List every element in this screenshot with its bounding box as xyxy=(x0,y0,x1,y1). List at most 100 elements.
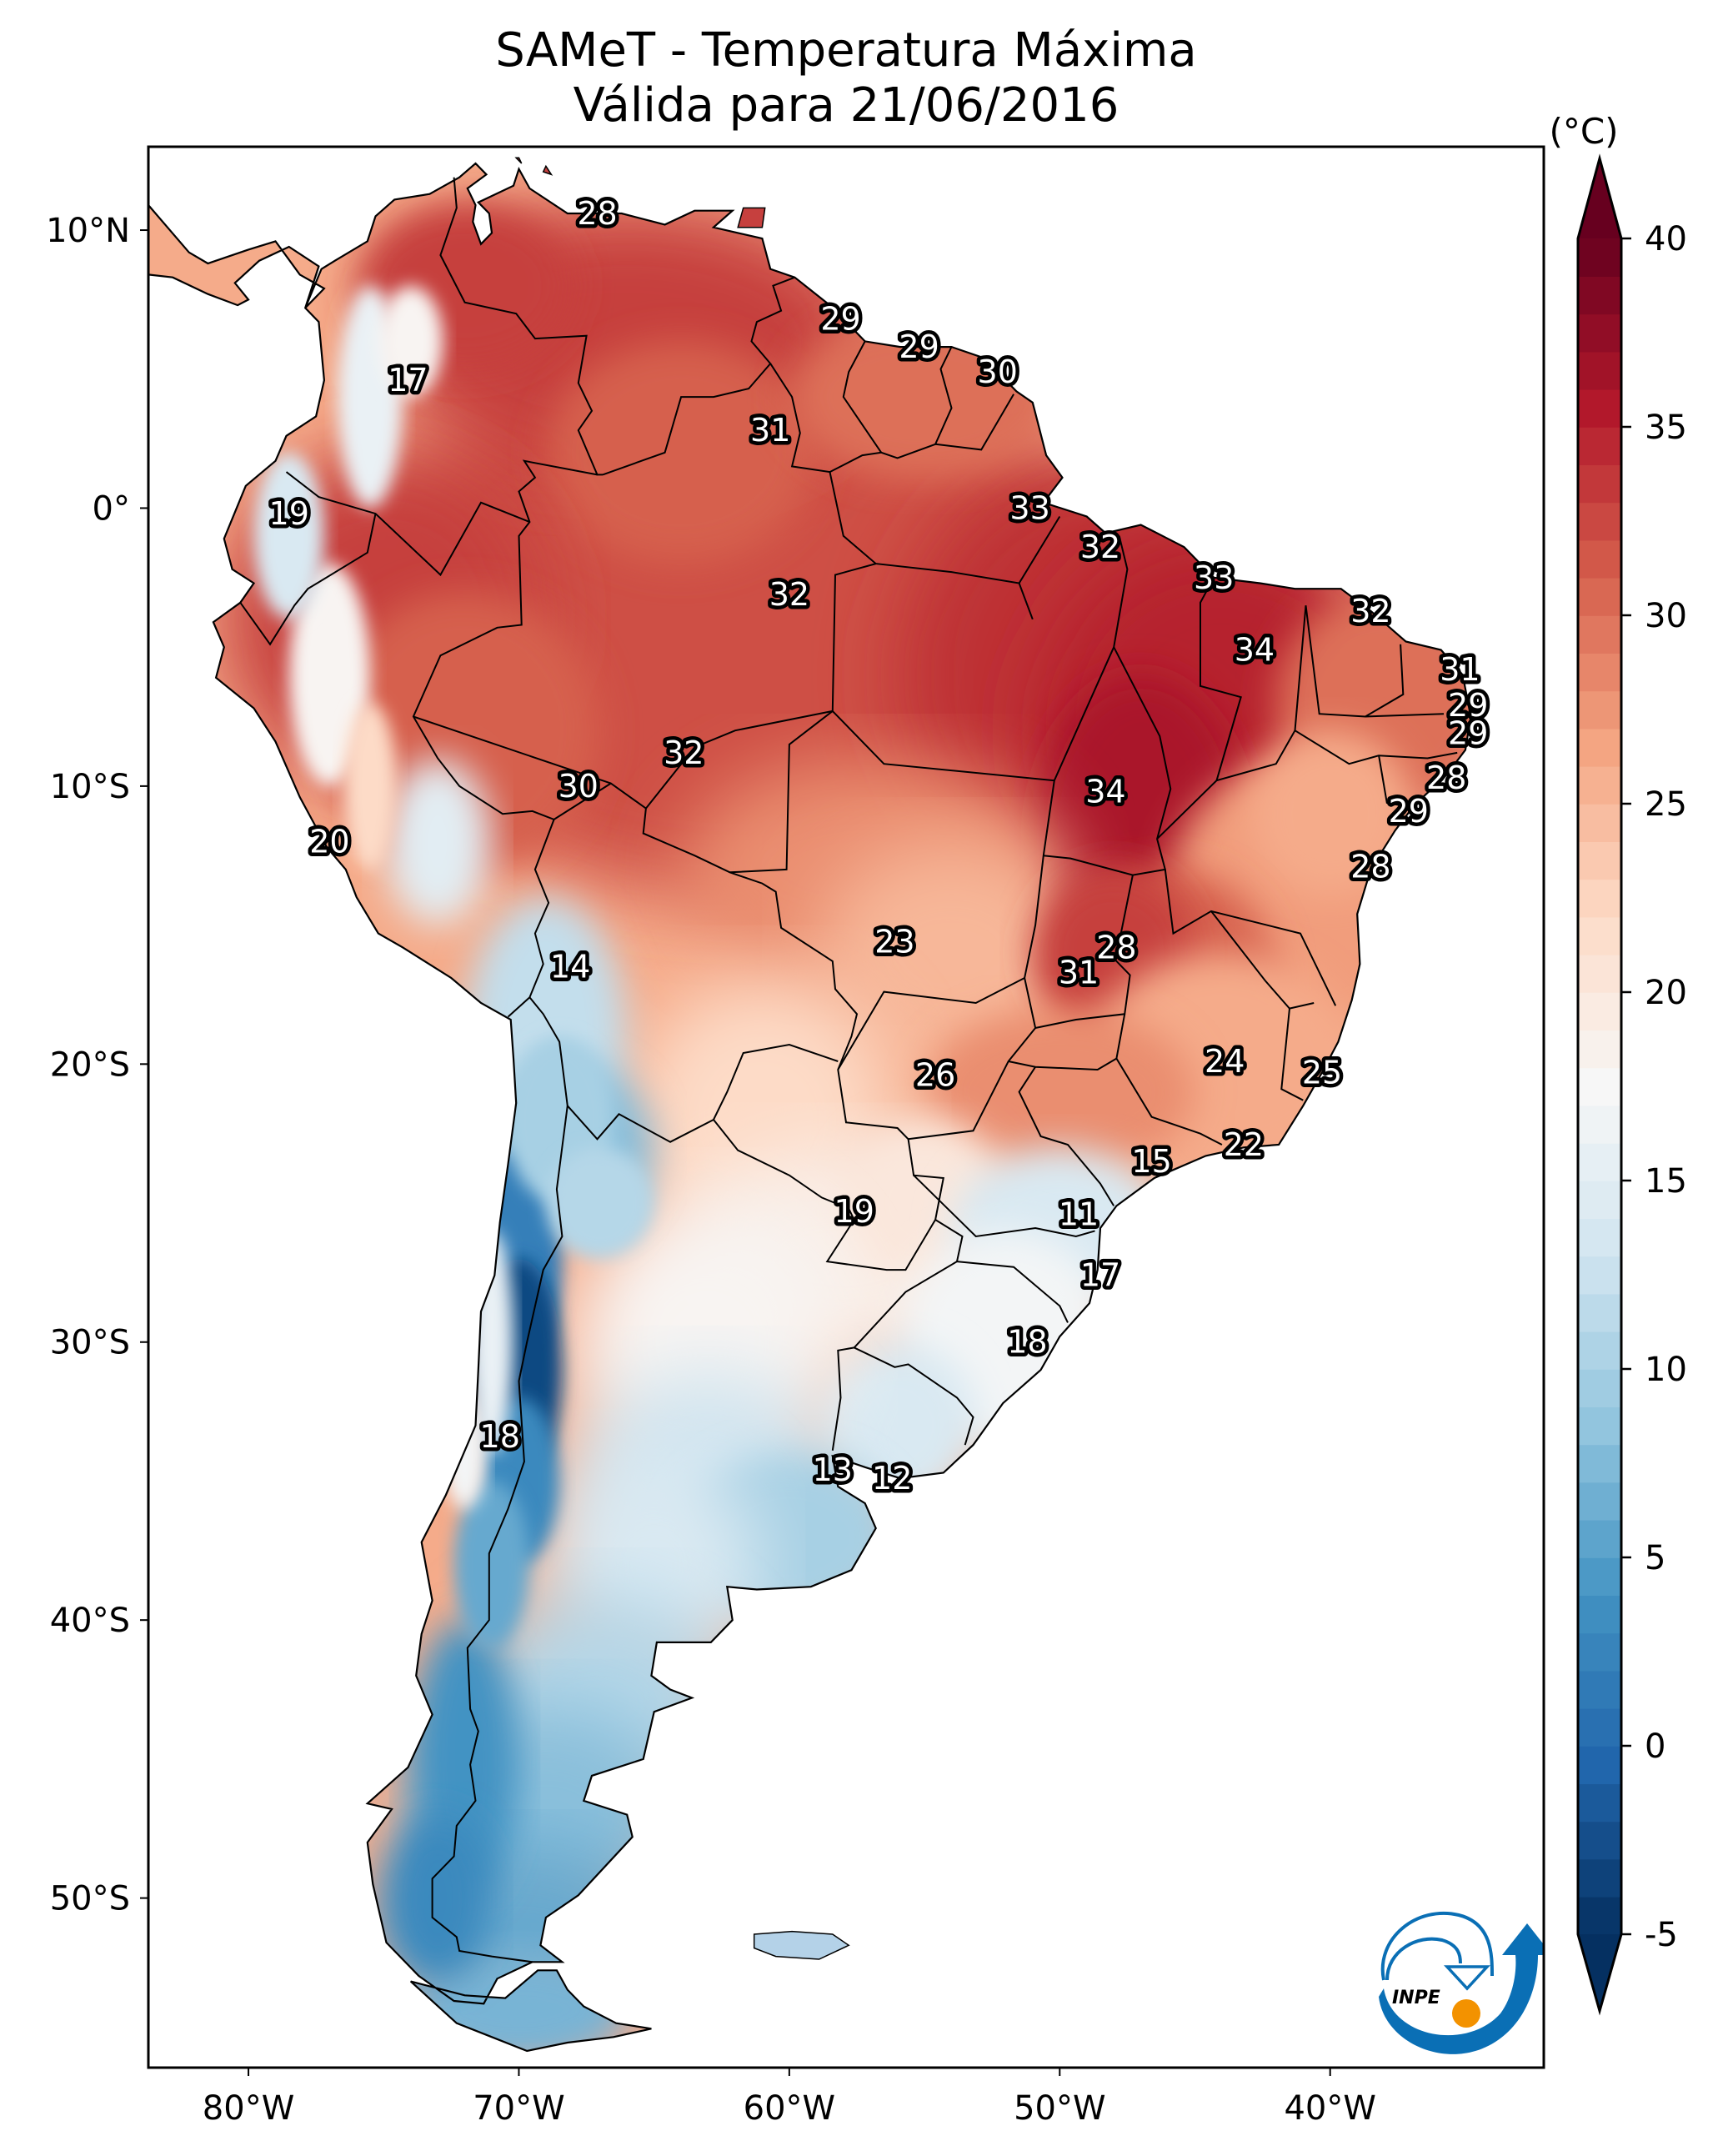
colorbar-band xyxy=(1578,1406,1621,1446)
border-line xyxy=(829,471,1034,620)
colorbar-tick-label: -5 xyxy=(1645,1916,1678,1954)
station-label: 20 xyxy=(309,824,349,860)
colorbar-band xyxy=(1578,464,1621,504)
station-label: 29 xyxy=(1448,715,1488,752)
colorbar-band xyxy=(1578,502,1621,541)
colorbar-band xyxy=(1578,1105,1621,1144)
station-label: 29 xyxy=(1389,793,1429,830)
border-line xyxy=(1378,755,1417,810)
station-label: 33 xyxy=(1194,559,1234,596)
border-line xyxy=(1365,713,1445,718)
colorbar-band xyxy=(1578,1369,1621,1407)
border-line xyxy=(645,709,833,810)
station-label: 29 xyxy=(820,301,860,338)
colorbar-band xyxy=(1578,577,1621,616)
border-line xyxy=(1115,1058,1223,1146)
colorbar-tick-label: 25 xyxy=(1645,785,1687,824)
border-line xyxy=(1043,646,1172,876)
field-patch xyxy=(924,1008,1195,1176)
station-label: 23 xyxy=(874,924,914,960)
station-label: 24 xyxy=(1205,1043,1245,1080)
colorbar-band xyxy=(1578,238,1621,277)
station-label: 14 xyxy=(550,949,590,985)
station-label: 31 xyxy=(1059,954,1099,990)
y-tick-label: 40°S xyxy=(50,1602,130,1640)
field-patch xyxy=(453,1481,530,1648)
border-line xyxy=(439,177,603,476)
field-patch xyxy=(545,341,817,564)
colorbar-band xyxy=(1578,765,1621,805)
longitude-axis: 80°W 70°W 60°W 50°W 40°W xyxy=(203,2068,1376,2128)
station-label: 34 xyxy=(1085,774,1125,810)
inpe-logo: INPE xyxy=(1379,1912,1544,2054)
station-label: 29 xyxy=(899,328,939,365)
island xyxy=(753,1930,850,1960)
title-line-1: SAMeT - Temperatura Máxima xyxy=(495,23,1197,78)
colorbar-band xyxy=(1578,1896,1621,1935)
colorbar-band xyxy=(1578,1821,1621,1860)
border-line xyxy=(837,977,1025,1070)
border-line xyxy=(831,563,876,711)
border-line xyxy=(831,1346,854,1451)
colorbar-tick-label: 5 xyxy=(1645,1539,1665,1577)
border-line xyxy=(842,340,883,454)
y-tick-label: 50°S xyxy=(50,1880,130,1918)
colorbar-bands xyxy=(1578,158,1621,2011)
colorbar: 40 35 30 25 20 15 10 5 0 -5 (°C) xyxy=(1549,111,1687,2016)
border-line xyxy=(1200,577,1242,781)
station-label: 32 xyxy=(1350,593,1390,629)
colorbar-band xyxy=(1578,1067,1621,1106)
station-label: 30 xyxy=(558,768,599,805)
border-line xyxy=(956,1261,1069,1323)
colorbar-unit-label: (°C) xyxy=(1549,111,1618,152)
title-line-2: Válida para 21/06/2016 xyxy=(573,78,1119,133)
colorbar-band xyxy=(1578,804,1621,842)
x-tick-label: 80°W xyxy=(203,2089,294,2128)
colorbar-band xyxy=(1578,841,1621,880)
colorbar-band xyxy=(1578,539,1621,579)
station-label: 12 xyxy=(872,1460,912,1497)
border-line xyxy=(729,710,834,874)
border-line xyxy=(285,471,530,577)
colorbar-band xyxy=(1578,1858,1621,1898)
islands xyxy=(514,157,850,1960)
colorbar-band xyxy=(1578,1670,1621,1709)
chart-title: SAMeT - Temperatura Máxima Válida para 2… xyxy=(148,23,1544,133)
y-tick-label: 10°S xyxy=(50,768,130,806)
colorbar-band xyxy=(1578,1142,1621,1181)
colorbar-band xyxy=(1578,954,1621,993)
colorbar-band xyxy=(1578,351,1621,390)
colorbar-band xyxy=(1578,1595,1621,1634)
x-tick-label: 60°W xyxy=(744,2089,835,2128)
colorbar-band xyxy=(1578,1218,1621,1257)
island xyxy=(737,207,766,228)
colorbar-tick-label: 15 xyxy=(1645,1162,1687,1201)
colorbar-tick-label: 35 xyxy=(1645,409,1687,447)
colorbar-band xyxy=(1578,690,1621,730)
x-tick-label: 50°W xyxy=(1014,2089,1105,2128)
station-label: 19 xyxy=(269,495,309,532)
colorbar-ticks: 40 35 30 25 20 15 10 5 0 -5 xyxy=(1621,220,1687,1954)
border-line xyxy=(1008,1014,1126,1071)
y-tick-label: 10°N xyxy=(46,212,130,250)
border-line xyxy=(1280,1008,1304,1101)
station-label: 28 xyxy=(1426,760,1466,796)
station-label: 31 xyxy=(1440,651,1480,688)
colorbar-band xyxy=(1578,728,1621,767)
station-label: 32 xyxy=(664,735,704,771)
station-label: 30 xyxy=(978,353,1018,390)
border-line xyxy=(1018,515,1061,584)
station-label: 25 xyxy=(1302,1054,1342,1091)
station-label: 15 xyxy=(1131,1143,1171,1180)
field-patch xyxy=(288,564,371,786)
colorbar-band xyxy=(1578,1482,1621,1521)
station-label: 18 xyxy=(1007,1324,1047,1361)
border-line xyxy=(1034,875,1134,1029)
station-label: 17 xyxy=(388,362,428,399)
station-label: 33 xyxy=(1009,490,1049,527)
y-tick-label: 0° xyxy=(93,489,130,528)
station-label: 11 xyxy=(1059,1196,1099,1232)
